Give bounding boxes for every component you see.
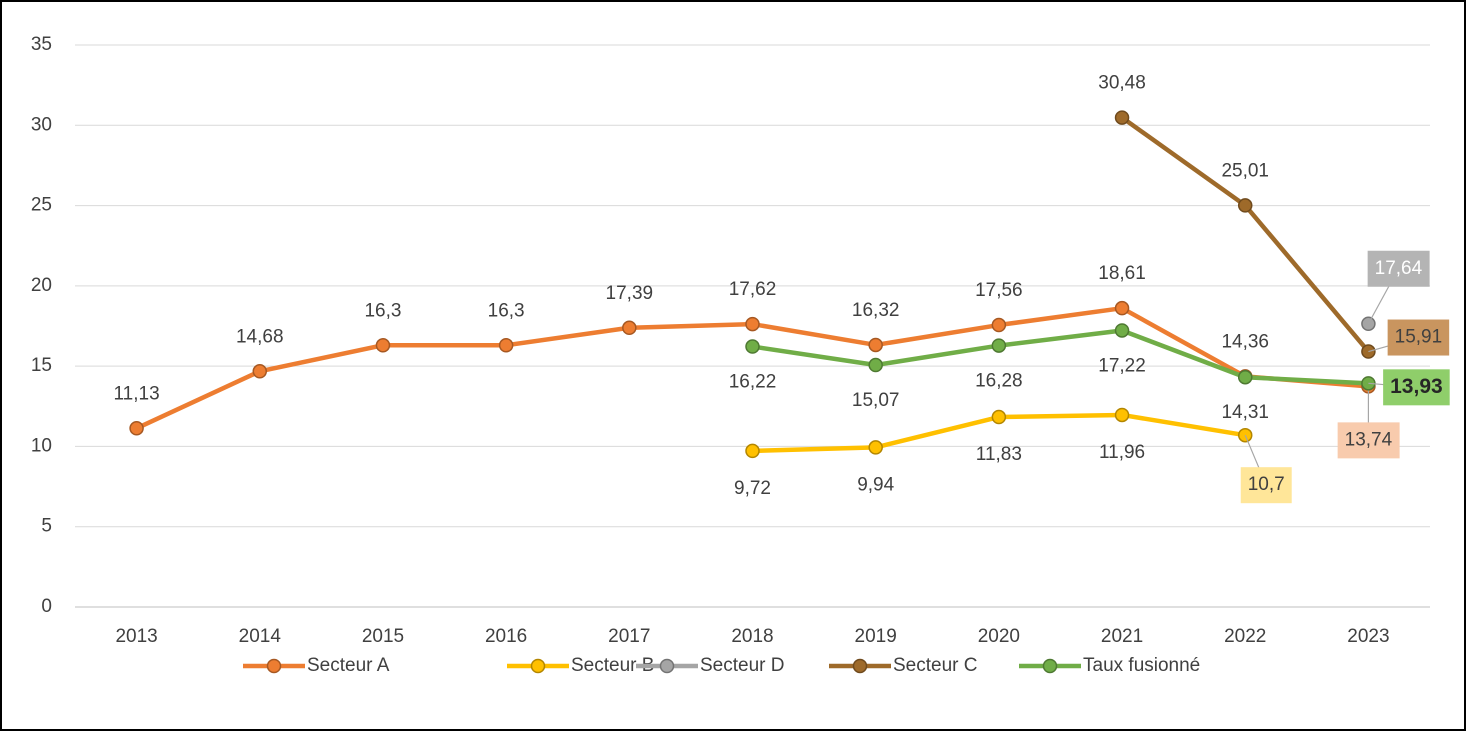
x-tick-label: 2015 bbox=[362, 626, 404, 647]
data-label: 17,64 bbox=[1375, 258, 1423, 279]
y-tick-label: 0 bbox=[41, 596, 52, 617]
point bbox=[868, 357, 883, 373]
data-label: 13,74 bbox=[1345, 429, 1393, 450]
point bbox=[1114, 323, 1130, 338]
data-label: 16,22 bbox=[729, 372, 777, 393]
data-label: 9,94 bbox=[857, 474, 894, 495]
data-label-box bbox=[1367, 250, 1430, 287]
point bbox=[622, 320, 637, 336]
data-label: 18,61 bbox=[1098, 263, 1146, 284]
y-tick-label: 10 bbox=[31, 435, 52, 456]
point bbox=[1114, 407, 1130, 423]
data-label: 16,3 bbox=[488, 300, 525, 321]
point bbox=[1237, 369, 1253, 385]
data-label-box bbox=[1387, 319, 1450, 356]
data-label: 13,93 bbox=[1390, 375, 1443, 398]
series bbox=[1114, 110, 1376, 359]
y-tick-label: 20 bbox=[31, 275, 52, 296]
x-tick-label: 2016 bbox=[485, 626, 527, 647]
point bbox=[745, 443, 760, 459]
x-tick-label: 2021 bbox=[1101, 626, 1143, 647]
point bbox=[868, 337, 883, 353]
legend-marker bbox=[659, 658, 675, 674]
x-tick-label: 2013 bbox=[115, 626, 157, 647]
legend-label: Secteur C bbox=[893, 655, 977, 676]
point bbox=[745, 339, 760, 354]
legend-label: Secteur B bbox=[571, 655, 654, 676]
line bbox=[752, 328, 1369, 386]
legend-label: Secteur A bbox=[307, 655, 390, 676]
point bbox=[1114, 110, 1130, 125]
point bbox=[1237, 198, 1253, 213]
data-label: 10,7 bbox=[1248, 474, 1285, 495]
data-label: 9,72 bbox=[734, 478, 771, 499]
x-tick-label: 2018 bbox=[731, 626, 773, 647]
y-tick-label: 25 bbox=[31, 195, 52, 216]
x-tick-label: 2023 bbox=[1347, 626, 1389, 647]
legend-label: Taux fusionné bbox=[1083, 655, 1200, 676]
data-label: 15,07 bbox=[852, 390, 900, 411]
point bbox=[498, 338, 514, 353]
data-label: 15,91 bbox=[1395, 327, 1443, 348]
legend-marker bbox=[852, 658, 868, 674]
legend-item: Taux fusionné bbox=[1019, 655, 1200, 676]
data-label: 16,28 bbox=[975, 371, 1023, 392]
data-label: 17,56 bbox=[975, 280, 1023, 301]
y-tick-label: 15 bbox=[31, 355, 52, 376]
data-label: 17,62 bbox=[729, 279, 777, 300]
y-tick-label: 30 bbox=[31, 114, 52, 135]
point bbox=[868, 440, 883, 455]
point bbox=[375, 338, 391, 353]
x-tick-label: 2019 bbox=[855, 626, 897, 647]
legend-marker bbox=[530, 658, 546, 674]
point bbox=[991, 409, 1007, 425]
point bbox=[129, 421, 144, 436]
x-tick-label: 2014 bbox=[239, 626, 282, 647]
data-label: 25,01 bbox=[1221, 160, 1269, 181]
data-label-box bbox=[1383, 369, 1450, 406]
legend-marker bbox=[266, 658, 282, 674]
x-tick-label: 2022 bbox=[1224, 626, 1266, 647]
legend-item: Secteur A bbox=[243, 655, 390, 676]
data-label: 11,13 bbox=[114, 383, 160, 404]
y-tick-label: 5 bbox=[41, 516, 52, 537]
data-label-box bbox=[1337, 422, 1400, 459]
series bbox=[745, 407, 1253, 459]
data-label: 17,39 bbox=[606, 283, 654, 304]
legend-item: Secteur D bbox=[636, 655, 784, 676]
legend-item: Secteur C bbox=[829, 655, 977, 676]
point bbox=[1114, 300, 1130, 316]
legend-item: Secteur B bbox=[507, 655, 654, 676]
legend-marker bbox=[1042, 658, 1058, 674]
data-label: 16,3 bbox=[364, 300, 401, 321]
data-label: 16,32 bbox=[852, 300, 900, 321]
data-label: 30,48 bbox=[1098, 73, 1146, 94]
data-label: 11,96 bbox=[1099, 442, 1145, 463]
data-label: 14,36 bbox=[1221, 331, 1269, 352]
x-tick-label: 2020 bbox=[978, 626, 1020, 647]
y-tick-label: 35 bbox=[31, 34, 52, 55]
point bbox=[745, 316, 760, 332]
data-label: 14,68 bbox=[236, 326, 284, 347]
data-label: 17,22 bbox=[1098, 356, 1146, 377]
point bbox=[252, 364, 268, 379]
x-tick-label: 2017 bbox=[608, 626, 650, 647]
data-label-box bbox=[1240, 467, 1292, 504]
data-label: 11,83 bbox=[976, 444, 1022, 465]
point bbox=[991, 338, 1007, 353]
legend-label: Secteur D bbox=[700, 655, 784, 676]
data-label: 14,31 bbox=[1221, 402, 1269, 423]
point bbox=[991, 317, 1007, 333]
